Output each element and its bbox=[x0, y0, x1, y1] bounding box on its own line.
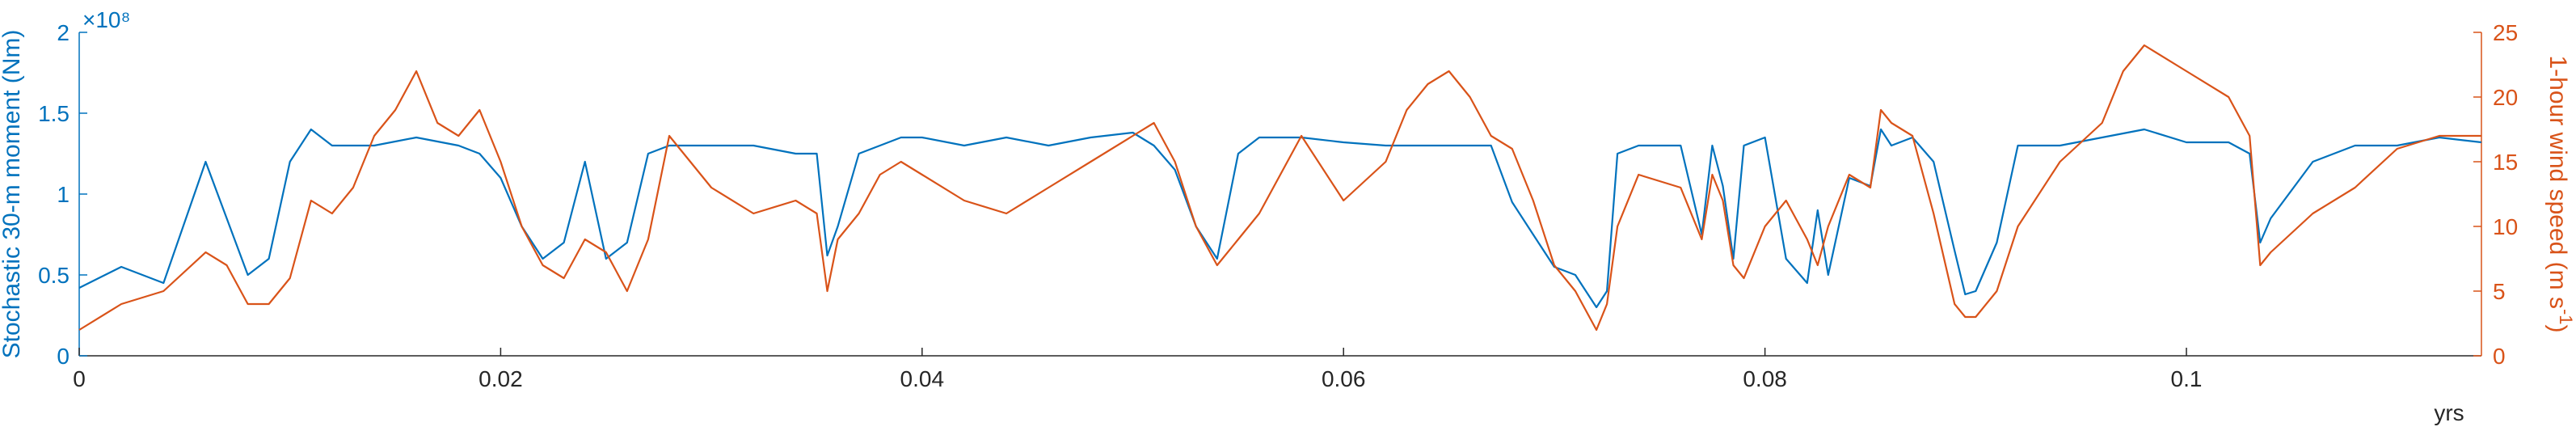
x-tick-label: 0.02 bbox=[479, 366, 523, 391]
x-tick-label: 0.04 bbox=[900, 366, 945, 391]
axes-frame bbox=[78, 32, 2482, 357]
y-axis-left-label: Stochastic 30-m moment (Nm) bbox=[0, 30, 25, 359]
y-axis-left-exponent: ×10⁸ bbox=[82, 7, 130, 32]
x-tick-label: 0.08 bbox=[1743, 366, 1787, 391]
series-left-moment bbox=[78, 128, 2482, 309]
x-tick-label: 0.1 bbox=[2171, 366, 2203, 391]
moment-series-line bbox=[78, 128, 2482, 309]
y-axis-right-label: 1-hour wind speed (m s-1) bbox=[2544, 55, 2576, 332]
y-right-tick-label: 15 bbox=[2493, 150, 2518, 175]
y-left-tick-label: 1.5 bbox=[38, 101, 70, 126]
wind-speed-series-line bbox=[78, 44, 2481, 332]
y-left-tick-label: 1 bbox=[57, 182, 70, 207]
y-left-tick-label: 2 bbox=[57, 20, 70, 45]
x-axis-label: yrs bbox=[2434, 400, 2464, 425]
x-tick-label: 0 bbox=[73, 366, 86, 391]
y-left-tick-label: 0.5 bbox=[38, 263, 70, 288]
y-left-tick-label: 0 bbox=[57, 344, 70, 369]
y-right-tick-label: 10 bbox=[2493, 214, 2518, 239]
y-right-tick-label: 20 bbox=[2493, 85, 2518, 110]
x-tick-label: 0.06 bbox=[1322, 366, 1366, 391]
series-right-wind-speed bbox=[78, 44, 2481, 332]
y-right-tick-label: 0 bbox=[2493, 344, 2506, 369]
y-right-tick-label: 25 bbox=[2493, 20, 2518, 45]
y-right-tick-label: 5 bbox=[2493, 279, 2506, 304]
